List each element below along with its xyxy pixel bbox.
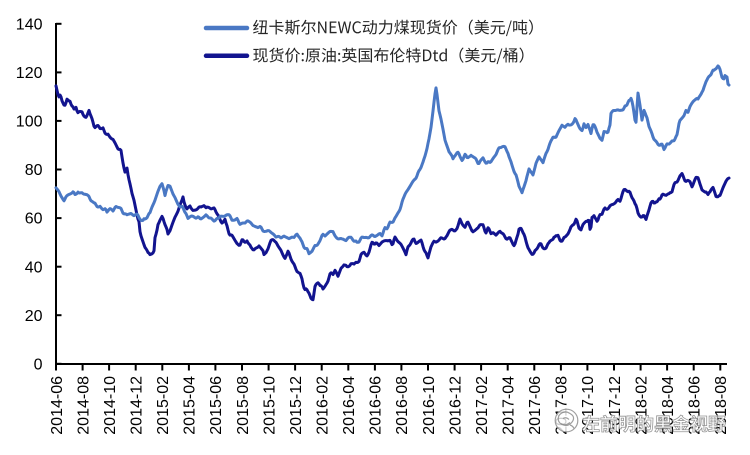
svg-text:2015-10: 2015-10 [261, 376, 278, 435]
svg-text:100: 100 [16, 114, 43, 131]
svg-text:40: 40 [25, 259, 43, 276]
svg-text:2016-10: 2016-10 [421, 376, 438, 435]
svg-text:2015-06: 2015-06 [208, 376, 225, 435]
svg-text:2014-12: 2014-12 [129, 376, 146, 435]
svg-text:2016-08: 2016-08 [394, 376, 411, 435]
svg-text:2016-06: 2016-06 [368, 376, 385, 435]
svg-text:2016-02: 2016-02 [315, 376, 332, 435]
svg-text:2015-02: 2015-02 [155, 376, 172, 435]
svg-text:2017-10: 2017-10 [580, 376, 597, 435]
svg-text:2015-04: 2015-04 [182, 376, 199, 435]
svg-text:2014-08: 2014-08 [75, 376, 92, 435]
svg-text:2014-10: 2014-10 [102, 376, 119, 435]
svg-text:20: 20 [25, 308, 43, 325]
svg-text:80: 80 [25, 162, 43, 179]
svg-text:0: 0 [34, 356, 43, 373]
svg-text:2016-04: 2016-04 [341, 376, 358, 435]
svg-text:2017-06: 2017-06 [527, 376, 544, 435]
svg-text:120: 120 [16, 65, 43, 82]
svg-text:2017-04: 2017-04 [501, 376, 518, 435]
svg-text:2015-12: 2015-12 [288, 376, 305, 435]
svg-text:2016-12: 2016-12 [447, 376, 464, 435]
svg-text:2017-02: 2017-02 [474, 376, 491, 435]
svg-text:140: 140 [16, 16, 43, 33]
svg-text:60: 60 [25, 211, 43, 228]
svg-text:2015-08: 2015-08 [235, 376, 252, 435]
svg-text:2014-06: 2014-06 [49, 376, 66, 435]
